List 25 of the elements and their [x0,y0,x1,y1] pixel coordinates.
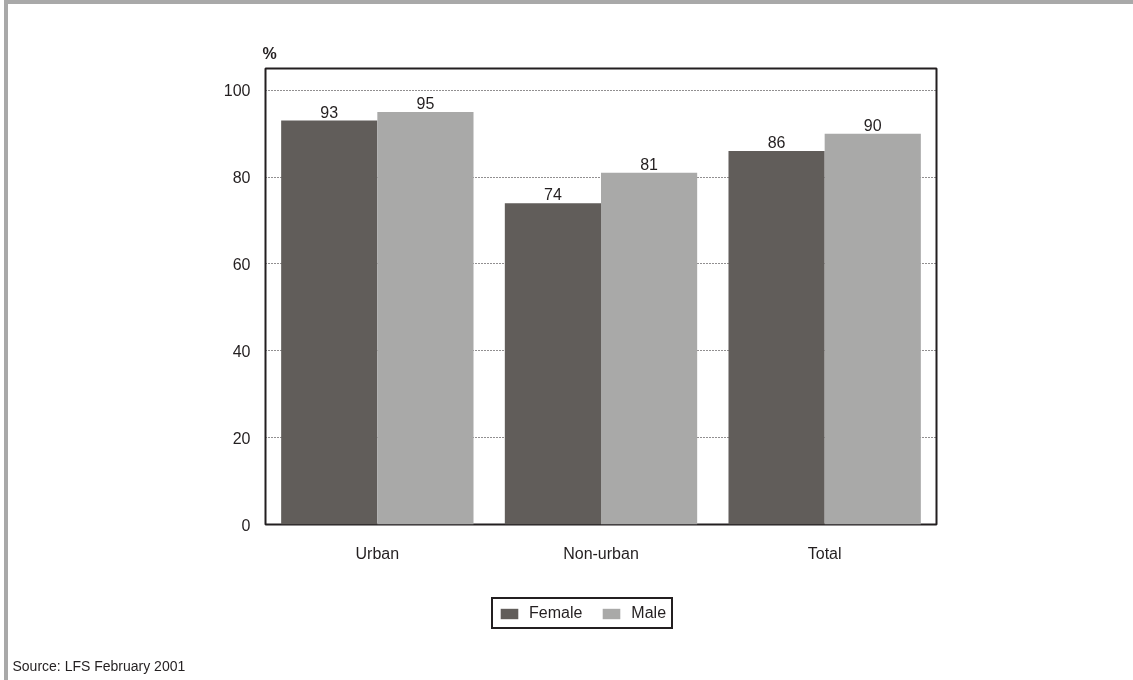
x-tick-label: Non-urban [563,544,639,562]
x-tick-label: Total [807,544,842,562]
data-label: 74 [544,186,562,204]
y-tick-label: 100 [223,82,251,100]
data-label: 95 [416,94,435,112]
data-label: 81 [640,155,659,173]
data-label: 90 [863,116,882,134]
legend-label: Male [631,604,667,622]
y-tick-label: 40 [232,342,251,360]
legend-label: Female [529,604,583,622]
bar [281,120,378,525]
y-tick-label: 60 [232,255,251,273]
bar [824,133,921,525]
x-tick-label: Urban [355,544,400,562]
y-tick-label: 0 [241,516,251,534]
y-tick-label: 20 [232,429,251,447]
bar [728,151,825,525]
data-label: 86 [767,134,786,152]
bar [504,203,601,525]
bar [377,111,474,525]
source-note: Source: LFS February 2001 [12,657,186,674]
y-axis-title: % [262,44,277,62]
data-label: 93 [320,103,339,121]
y-tick-label: 80 [232,169,251,187]
bar [601,172,698,525]
